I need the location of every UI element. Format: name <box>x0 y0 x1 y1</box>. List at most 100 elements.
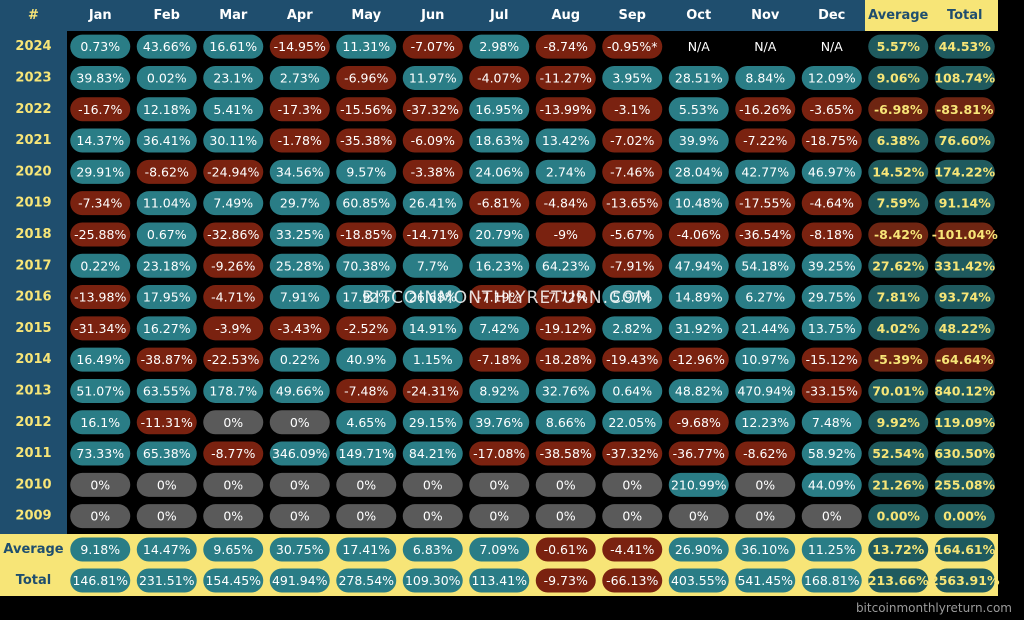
month-cell: -16.7% <box>78 102 122 117</box>
month-cell-pill <box>269 65 330 90</box>
month-cell: 39.83% <box>76 70 124 85</box>
month-cell-pill <box>70 191 131 216</box>
month-cell: 16.95% <box>475 102 523 117</box>
summary-month-cell: 146.81% <box>72 573 128 588</box>
month-cell-pill <box>668 128 729 153</box>
month-cell-pill <box>469 191 530 216</box>
month-cell: 0% <box>489 509 509 524</box>
summary-month-cell-pill <box>735 568 796 593</box>
month-cell: 11.31% <box>342 39 390 54</box>
month-cell: -3.65% <box>810 102 854 117</box>
month-cell: 11.97% <box>409 70 457 85</box>
month-cell-pill <box>668 191 729 216</box>
year-average-cell-pill <box>868 128 929 153</box>
summary-month-cell: 113.41% <box>471 573 527 588</box>
year-average-cell: 14.52% <box>872 164 925 179</box>
month-cell-pill <box>735 65 796 90</box>
month-cell-pill <box>269 410 330 435</box>
month-cell: 7.7% <box>417 258 449 273</box>
summary-month-cell-pill <box>535 537 596 562</box>
month-cell: -36.77% <box>673 446 725 461</box>
header-month: Jul <box>489 8 509 23</box>
summary-month-cell: 403.55% <box>671 573 727 588</box>
month-cell-pill <box>668 378 729 403</box>
month-cell: 16.23% <box>475 258 523 273</box>
summary-month-cell-pill <box>70 537 131 562</box>
month-cell: 16.49% <box>76 352 124 367</box>
month-cell-pill <box>402 347 463 372</box>
month-cell-pill <box>535 128 596 153</box>
year-total-cell: 630.50% <box>934 446 995 461</box>
month-cell: 210.99% <box>671 477 727 492</box>
month-cell-pill <box>535 472 596 497</box>
summary-month-cell-pill <box>336 537 397 562</box>
month-cell-pill <box>469 441 530 466</box>
summary-row-label: Average <box>3 542 63 557</box>
month-cell: -1.78% <box>278 133 322 148</box>
month-cell-pill <box>602 441 663 466</box>
month-cell: -6.81% <box>477 196 521 211</box>
month-cell-pill <box>668 65 729 90</box>
month-cell-pill <box>136 378 197 403</box>
month-cell: N/A <box>688 39 711 54</box>
month-cell: 7.48% <box>812 415 852 430</box>
month-cell: 0% <box>556 477 576 492</box>
year-total-cell-pill <box>934 316 995 341</box>
month-cell: -8.77% <box>211 446 255 461</box>
month-cell: 33.25% <box>276 227 324 242</box>
year-average-cell: 70.01% <box>872 383 925 398</box>
month-cell-pill <box>136 159 197 184</box>
month-cell-pill <box>70 65 131 90</box>
year-average-cell: 9.92% <box>877 415 921 430</box>
month-cell-pill <box>535 191 596 216</box>
header-month: Jun <box>420 8 444 23</box>
month-cell-pill <box>402 128 463 153</box>
month-cell: 8.84% <box>745 70 785 85</box>
month-cell-pill <box>70 441 131 466</box>
month-cell: 0% <box>223 415 243 430</box>
month-cell-pill <box>535 285 596 310</box>
month-cell: -4.84% <box>544 196 588 211</box>
year-column <box>0 31 67 534</box>
year-total-cell-pill <box>934 441 995 466</box>
month-cell: 60.85% <box>342 196 390 211</box>
watermark: BITCOINMONTHLYRETURN.COM <box>362 288 652 308</box>
month-cell-pill <box>801 97 862 122</box>
year-average-cell-pill <box>868 504 929 529</box>
month-cell-pill <box>136 410 197 435</box>
month-cell-pill <box>735 347 796 372</box>
month-cell-pill <box>402 285 463 310</box>
summary-month-cell-pill <box>269 537 330 562</box>
month-cell: -37.32% <box>606 446 658 461</box>
summary-month-cell: 278.54% <box>338 573 394 588</box>
month-cell: -18.75% <box>806 133 858 148</box>
summary-average-cell-pill <box>868 537 929 562</box>
month-cell-pill <box>336 378 397 403</box>
year-label: 2009 <box>15 509 51 524</box>
month-cell-pill <box>735 472 796 497</box>
year-average-cell-pill <box>868 159 929 184</box>
month-cell: -7.22% <box>743 133 787 148</box>
month-cell-pill <box>602 65 663 90</box>
year-total-cell-pill <box>934 472 995 497</box>
month-cell: 32.76% <box>542 383 590 398</box>
month-cell: -7.02% <box>610 133 654 148</box>
month-cell: 10.48% <box>675 196 723 211</box>
month-cell-pill <box>735 378 796 403</box>
year-average-cell: -8.42% <box>874 227 923 242</box>
month-cell-pill <box>469 34 530 59</box>
month-cell-pill <box>402 378 463 403</box>
month-cell-pill <box>402 410 463 435</box>
summary-month-cell-pill <box>136 568 197 593</box>
month-cell-pill <box>136 253 197 278</box>
header-month: May <box>351 8 381 23</box>
month-cell-pill <box>136 128 197 153</box>
month-cell: 20.79% <box>475 227 523 242</box>
month-cell-pill <box>269 472 330 497</box>
month-cell: 0% <box>290 415 310 430</box>
month-cell: 64.23% <box>542 258 590 273</box>
summary-total-cell: 2563.91% <box>930 573 1000 588</box>
month-cell-pill <box>602 472 663 497</box>
month-cell: 4.65% <box>346 415 386 430</box>
month-cell: 16.1% <box>80 415 120 430</box>
